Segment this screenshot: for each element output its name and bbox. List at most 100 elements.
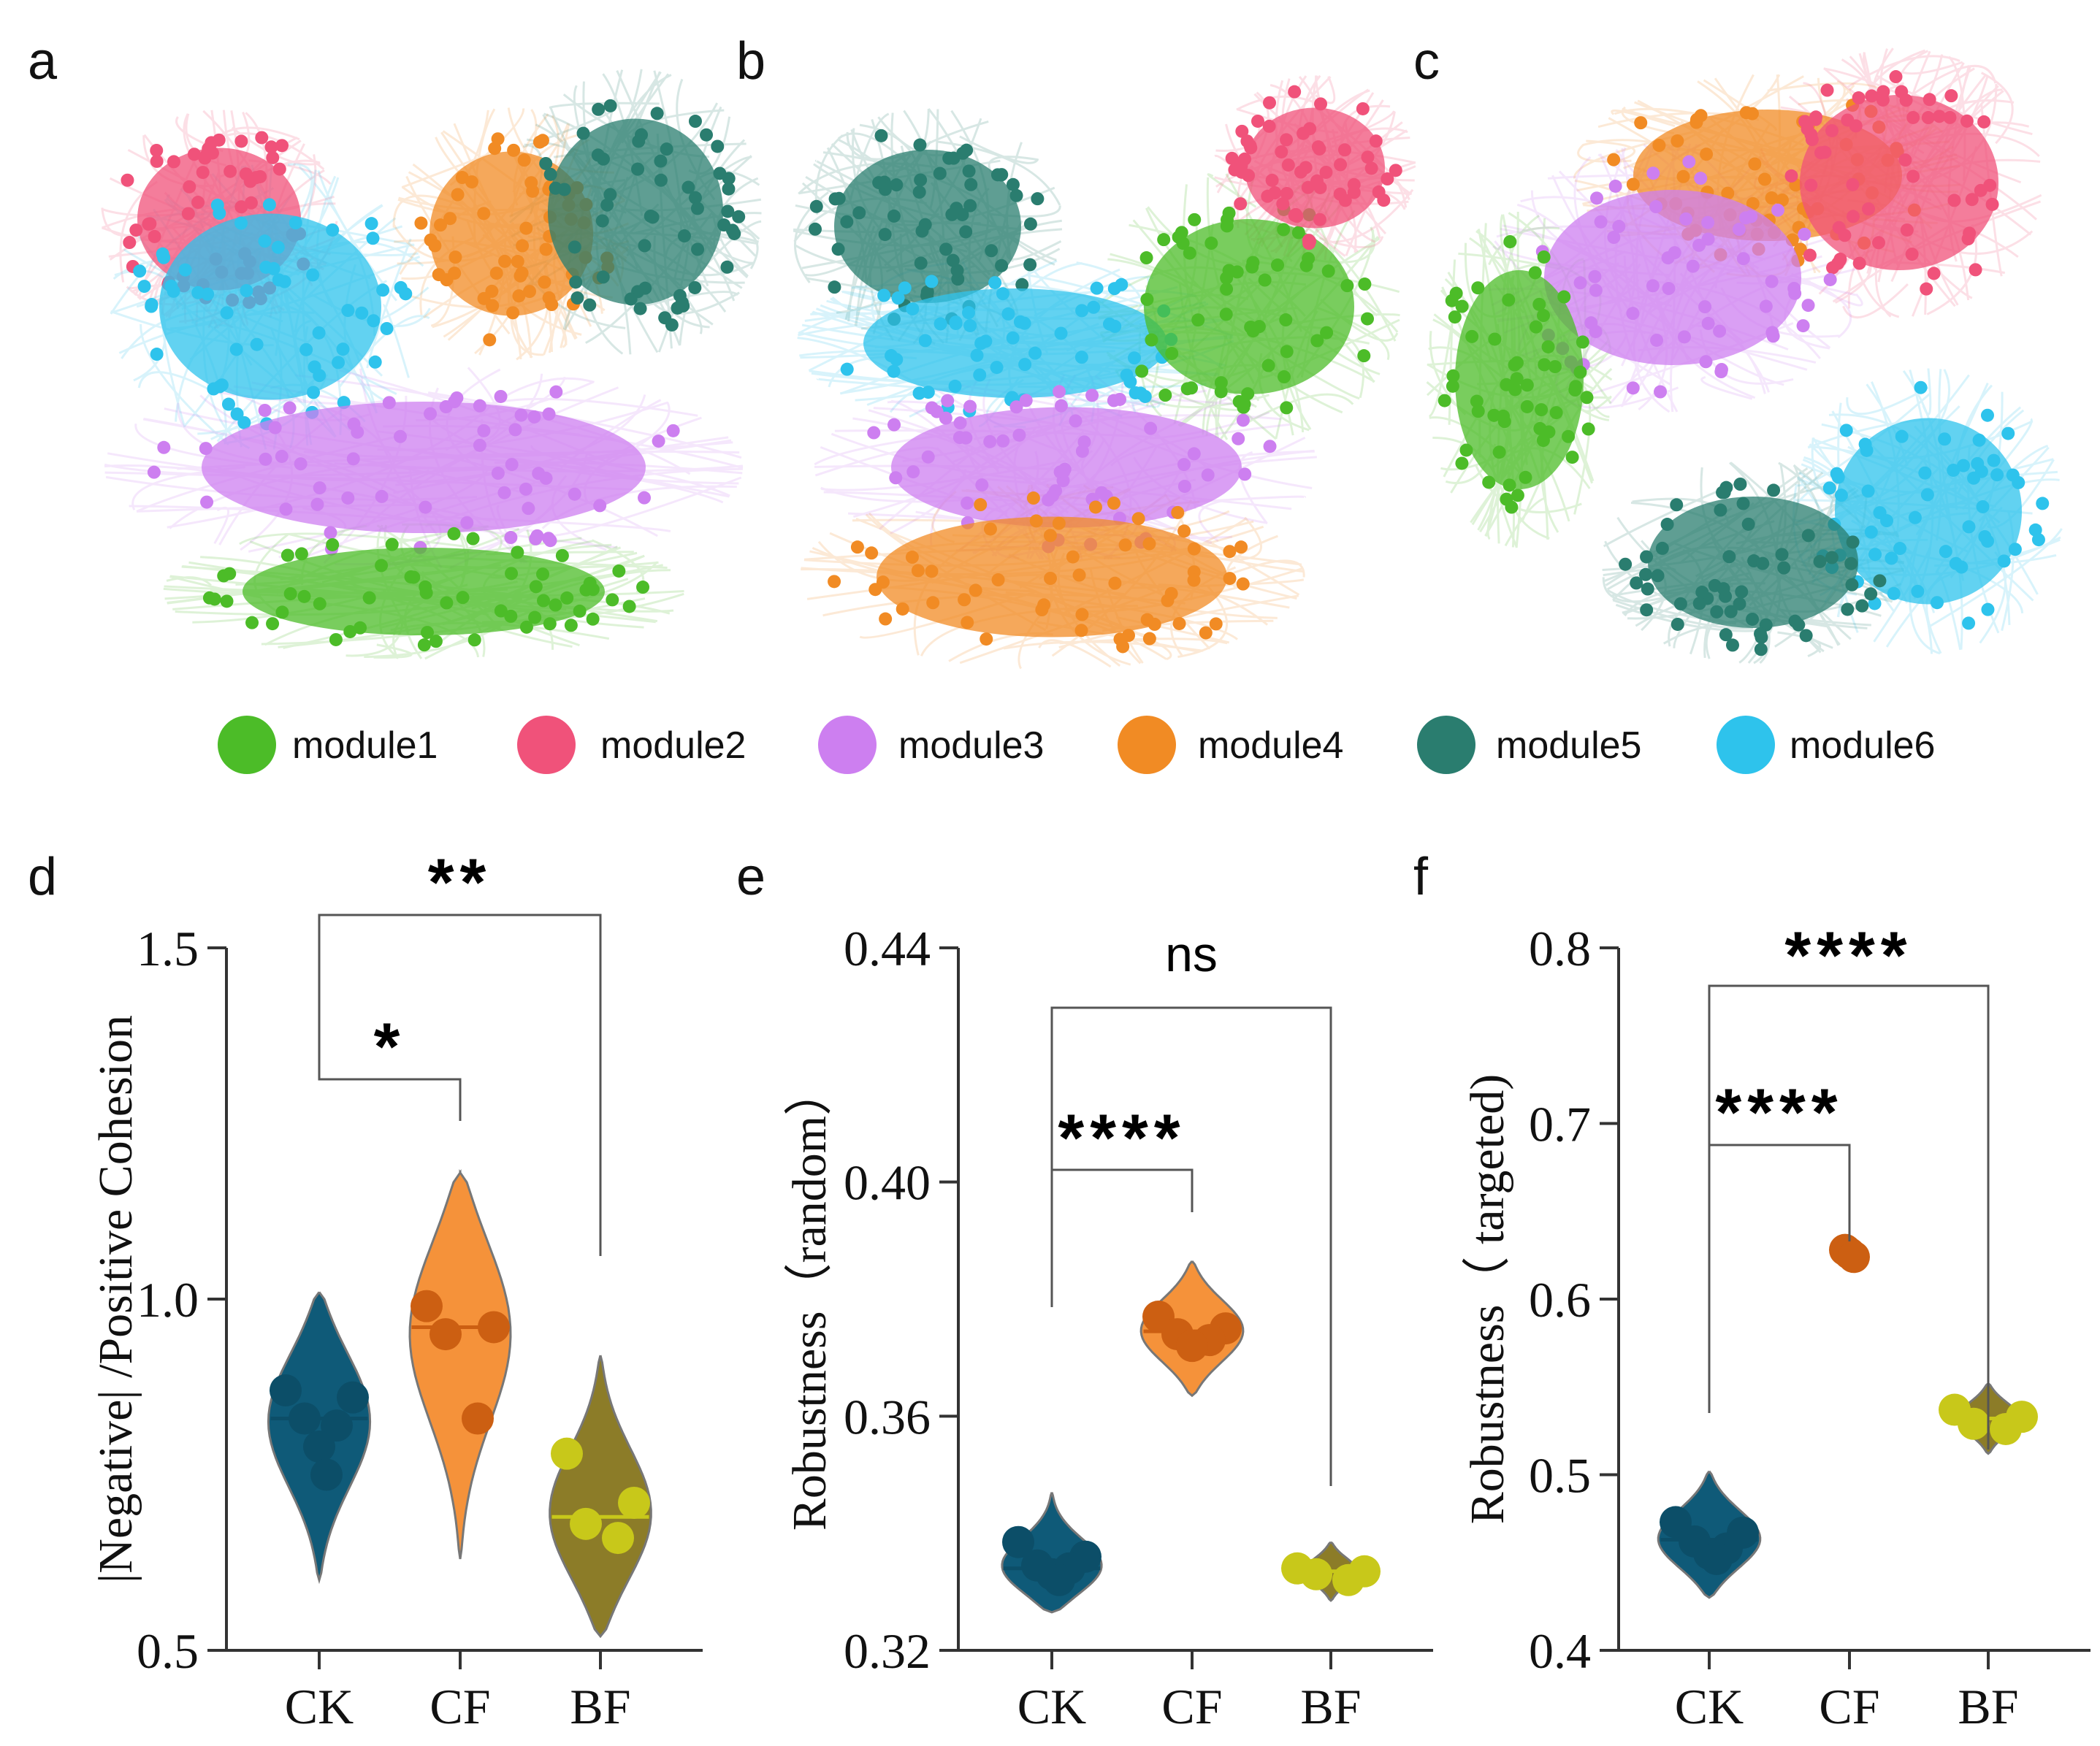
network-node <box>1535 403 1549 417</box>
network-node <box>1437 394 1451 407</box>
network-node <box>1541 340 1555 353</box>
network-node <box>1177 458 1191 472</box>
network-node <box>1876 93 1890 107</box>
network-node <box>828 280 841 294</box>
network-node <box>147 465 161 479</box>
network-node <box>960 143 974 157</box>
y-axis-title: Robustness（random） <box>783 1068 836 1531</box>
significance-bracket <box>1708 1144 1851 1413</box>
network-node <box>1736 497 1750 510</box>
network-node <box>1251 114 1265 128</box>
network-node <box>1977 115 1991 129</box>
network-node <box>872 176 886 190</box>
network-node <box>573 604 587 618</box>
network-node <box>1471 405 1485 418</box>
significance-label: **** <box>1058 1101 1185 1176</box>
network-node <box>1244 141 1258 155</box>
network-node <box>376 283 390 297</box>
network-edge <box>736 227 759 269</box>
network-node <box>1095 486 1109 499</box>
network-node <box>1510 372 1524 386</box>
network-node <box>123 236 137 250</box>
network-node <box>368 355 382 369</box>
network-node <box>665 318 679 332</box>
network-nodes-module4 <box>828 491 1250 654</box>
network-node <box>1767 483 1781 497</box>
network-node <box>1865 89 1879 103</box>
network-node <box>220 594 234 608</box>
network-node <box>504 609 518 623</box>
network-node <box>326 223 340 237</box>
network-node <box>1716 486 1730 499</box>
network-nodes-module3 <box>1535 155 1837 399</box>
legend-label: module5 <box>1496 724 1641 767</box>
network-node <box>969 583 982 597</box>
network-graph-c <box>1426 47 2063 665</box>
network-node <box>603 99 617 112</box>
network-node <box>212 133 226 147</box>
network-node <box>239 167 253 181</box>
network-node <box>1923 93 1936 107</box>
network-node <box>355 306 369 320</box>
network-node <box>432 268 446 282</box>
y-tick-label: 0.7 <box>1529 1097 1591 1152</box>
network-node <box>1026 491 1040 505</box>
significance-label: ns <box>1165 927 1218 982</box>
network-node <box>258 234 272 248</box>
network-node <box>632 134 646 148</box>
network-node <box>809 199 823 213</box>
network-node <box>1503 478 1516 492</box>
network-node <box>448 267 462 280</box>
network-node <box>1619 557 1633 571</box>
network-node <box>1580 391 1594 405</box>
network-node <box>1759 299 1773 313</box>
network-node <box>1520 399 1534 413</box>
network-node <box>324 526 337 540</box>
network-node <box>1805 133 1819 147</box>
y-axis-title: |Negative| /Positive Cohesion <box>89 1015 142 1583</box>
network-node <box>279 502 293 516</box>
network-cluster-core <box>548 118 723 305</box>
network-node <box>538 275 551 289</box>
legend-swatch <box>1417 716 1475 774</box>
network-edge <box>1331 188 1414 243</box>
legend-item-module4: module4 <box>1118 716 1343 774</box>
network-node <box>1505 500 1519 514</box>
network-node <box>1765 275 1779 288</box>
network-node <box>1562 429 1576 443</box>
network-node <box>915 224 929 238</box>
legend-label: module6 <box>1790 724 1935 767</box>
network-node <box>1823 272 1837 286</box>
network-node <box>1246 256 1260 269</box>
network-node <box>650 107 664 120</box>
network-node <box>1265 173 1279 187</box>
network-node <box>275 139 289 153</box>
network-node <box>887 418 901 432</box>
network-node <box>272 273 286 287</box>
network-node <box>964 177 978 191</box>
data-point <box>337 1381 369 1414</box>
network-node <box>1066 550 1080 564</box>
network-node <box>1710 605 1724 619</box>
network-node <box>250 337 264 351</box>
network-node <box>1482 475 1496 489</box>
network-node <box>1626 177 1640 191</box>
network-node <box>1735 585 1749 599</box>
network-node <box>543 167 557 181</box>
network-node <box>2036 497 2050 510</box>
network-node <box>1241 387 1255 401</box>
network-node <box>840 362 854 376</box>
network-node <box>1754 627 1768 640</box>
network-node <box>1120 368 1134 382</box>
network-node <box>1310 174 1324 188</box>
network-edge <box>1615 603 1768 632</box>
legend-item-module5: module5 <box>1417 716 1641 774</box>
network-node <box>1288 85 1302 99</box>
data-point <box>618 1486 650 1519</box>
network-node <box>958 593 971 607</box>
network-node <box>1788 286 1802 300</box>
network-node <box>1090 281 1104 295</box>
network-node <box>1006 331 1020 345</box>
network-node <box>1873 574 1887 588</box>
x-tick-label: BF <box>570 1679 630 1734</box>
